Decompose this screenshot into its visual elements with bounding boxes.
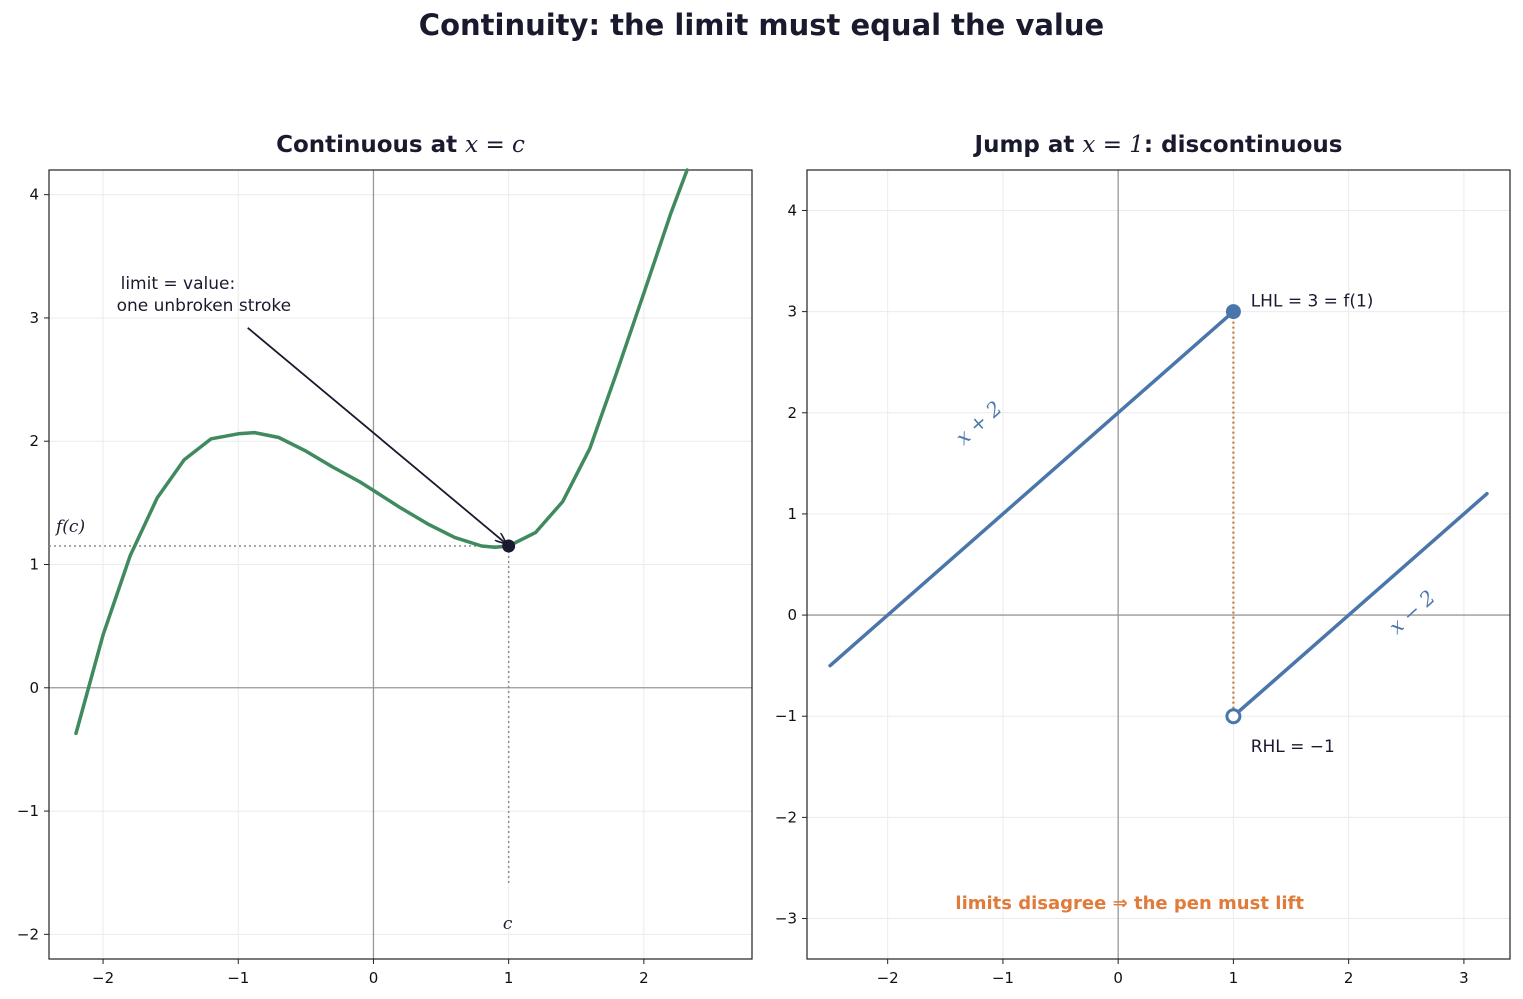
y-tick-label: 4 [29,186,39,204]
panel-title: Jump at x = 1: discontinuous [973,132,1343,158]
segment-1-label: x + 2 [951,396,1007,450]
y-tick-label: 0 [29,679,39,697]
c-label: c [503,914,513,934]
y-tick-label: 1 [787,505,797,523]
annotation-line-1: limit = value: [121,274,236,294]
y-tick-label: 1 [29,556,39,574]
bottom-note: limits disagree ⇒ the pen must lift [955,893,1304,914]
y-tick-label: 3 [787,303,797,321]
x-tick-label: −1 [227,969,249,987]
x-tick-label: −1 [992,969,1014,987]
panel-1: Continuous at x = c −2 −1 0 1 2 −2 −1 0 1 2 3 4 f(c) c… [17,132,753,987]
continuous-curve [74,168,689,736]
plot-frame [806,169,1511,960]
y-tick-label: 0 [787,606,797,624]
x-tick-label: 2 [1344,969,1354,987]
fc-label: f(c) [54,517,85,537]
y-tick-label: 2 [29,432,39,450]
lhl-label: LHL = 3 = f(1) [1251,292,1374,312]
segment-2-label: x − 2 [1384,585,1440,639]
title-math: x = 1 [1082,132,1144,158]
y-tick-label: 4 [787,201,797,219]
closed-point [1225,304,1241,320]
y-tick-label: −2 [17,925,39,943]
segment-1 [828,309,1236,668]
x-tick-label: −2 [92,969,114,987]
x-tick-label: 0 [1113,969,1123,987]
y-tick-label: 2 [787,404,797,422]
title-math: x = c [465,132,525,158]
y-tick-label: −1 [17,802,39,820]
title-suffix: : discontinuous [1144,132,1343,158]
x-tick-label: 1 [1229,969,1239,987]
annotation-line-2: one unbroken stroke [117,296,292,316]
panel-title: Continuous at x = c [276,132,525,158]
x-tick-label: 1 [504,969,514,987]
x-tick-label: 2 [639,969,649,987]
y-tick-label: −1 [775,707,797,725]
rhl-label: RHL = −1 [1251,737,1335,757]
segment-2 [1231,491,1489,718]
x-tick-label: −2 [877,969,899,987]
annotation-arrow [247,327,506,544]
title-text: Continuous at [276,132,465,158]
y-tick-label: −3 [775,910,797,928]
open-point [1225,708,1242,725]
y-tick-label: 3 [29,309,39,327]
x-tick-label: 0 [369,969,379,987]
panel-2: Jump at x = 1: discontinuous −2 −1 0 1 2 3 −3 −2… [775,132,1511,987]
title-text: Jump at [973,132,1083,158]
y-tick-label: −2 [775,808,797,826]
x-tick-label: 3 [1459,969,1469,987]
main-title: Continuity: the limit must equal the val… [418,8,1105,42]
